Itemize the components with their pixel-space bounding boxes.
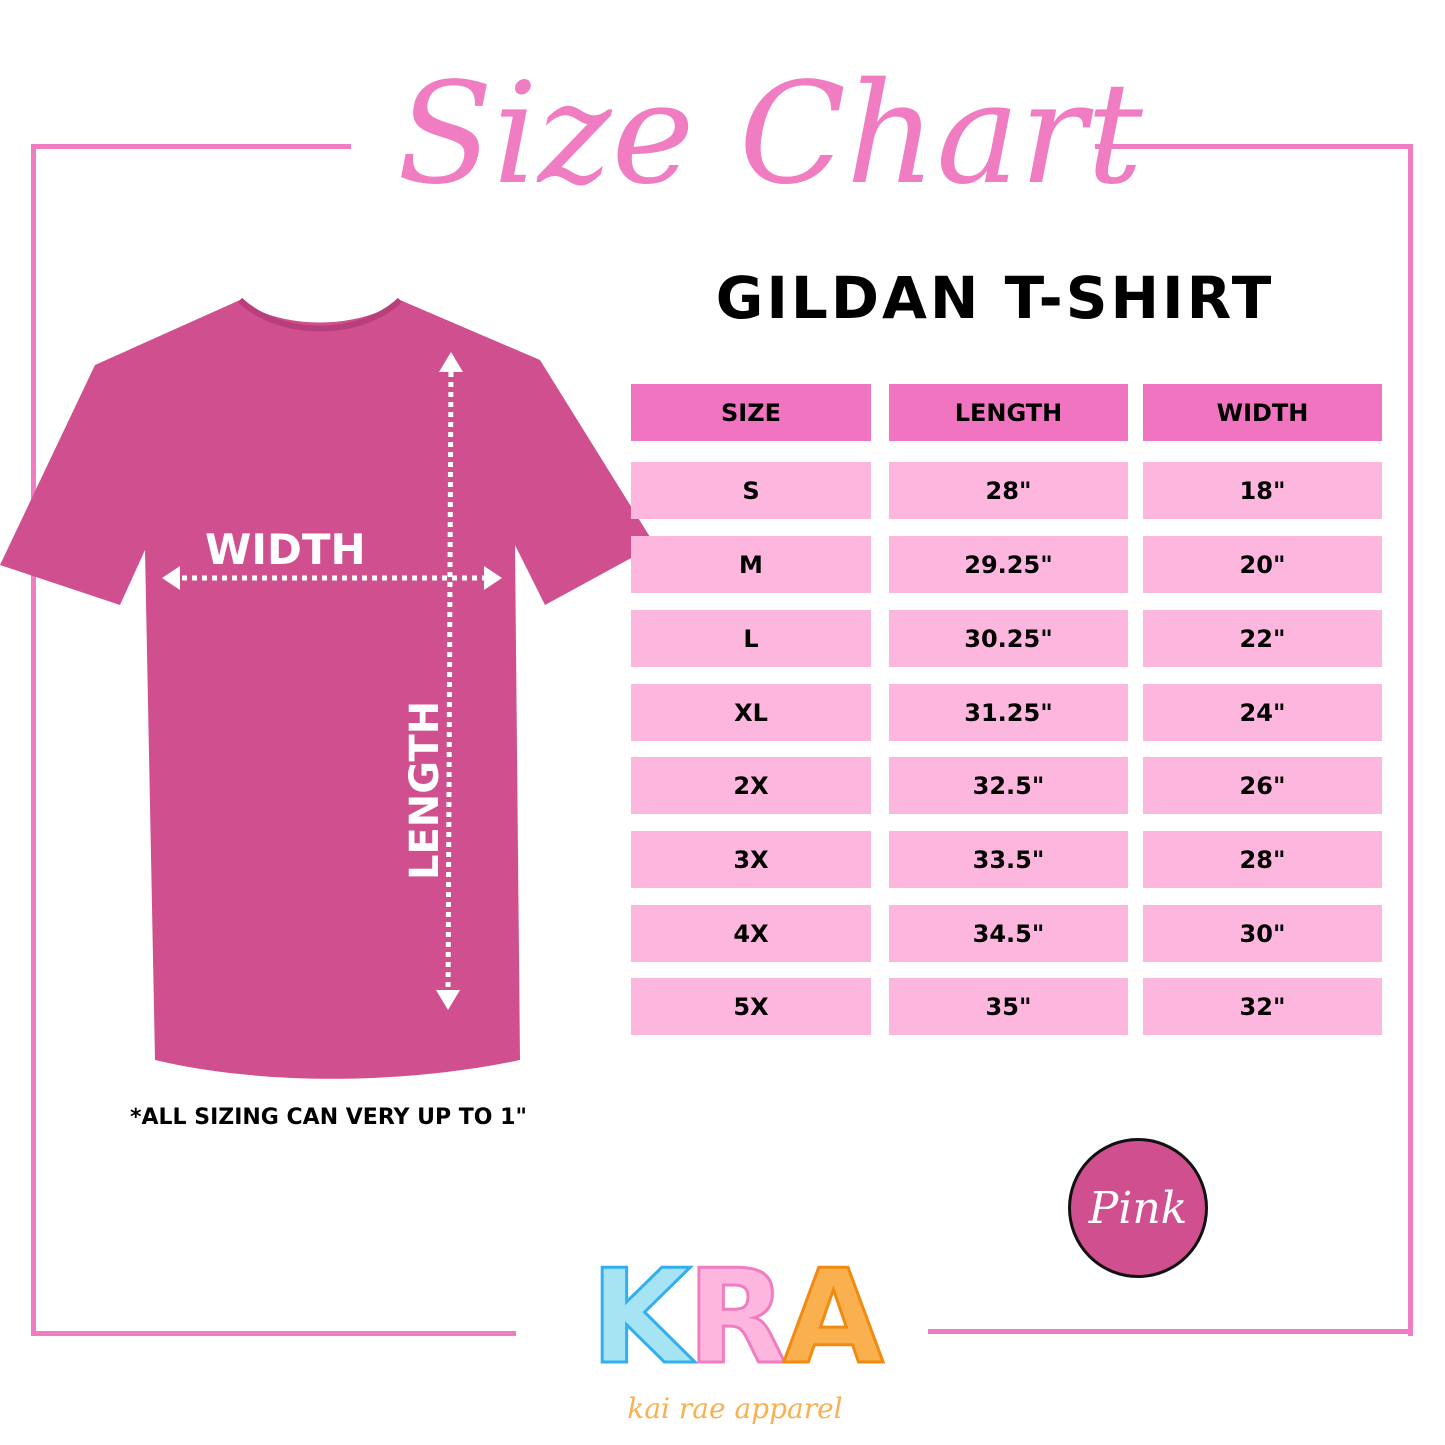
logo-letter-a: A [782, 1241, 886, 1393]
cell-width: 24" [1143, 684, 1382, 741]
brand-logo: K R A kai rae apparel [565, 1241, 905, 1445]
product-subtitle: GILDAN T-SHIRT [715, 264, 1275, 332]
header-width: WIDTH [1143, 384, 1382, 441]
cell-width: 32" [1143, 978, 1382, 1035]
logo-letter-r: R [685, 1241, 788, 1393]
frame-bottom-left [31, 1331, 516, 1336]
frame-bottom-right [928, 1329, 1413, 1334]
cell-length: 29.25" [889, 536, 1128, 593]
length-arrow-bottom-head [436, 990, 460, 1010]
header-length: LENGTH [889, 384, 1128, 441]
cell-length: 30.25" [889, 610, 1128, 667]
cell-width: 26" [1143, 757, 1382, 814]
cell-size: S [631, 462, 871, 519]
cell-length: 33.5" [889, 831, 1128, 888]
cell-size: 5X [631, 978, 871, 1035]
cell-size: L [631, 610, 871, 667]
length-arrow-top-head [439, 352, 463, 372]
cell-size: 4X [631, 905, 871, 962]
header-size: SIZE [631, 384, 871, 441]
frame-top-right [1095, 144, 1413, 149]
cell-width: 30" [1143, 905, 1382, 962]
cell-width: 28" [1143, 831, 1382, 888]
cell-size: 2X [631, 757, 871, 814]
cell-length: 32.5" [889, 757, 1128, 814]
width-arrow-left-head [162, 566, 180, 590]
tshirt-body [0, 300, 655, 1079]
color-badge-label: Pink [1088, 1182, 1188, 1234]
cell-size: XL [631, 684, 871, 741]
cell-length: 34.5" [889, 905, 1128, 962]
cell-width: 20" [1143, 536, 1382, 593]
cell-width: 18" [1143, 462, 1382, 519]
color-badge: Pink [1068, 1138, 1208, 1278]
sizing-note: *ALL SIZING CAN VERY UP TO 1" [130, 1105, 527, 1130]
frame-left [31, 144, 36, 1336]
cell-width: 22" [1143, 610, 1382, 667]
page-title: Size Chart [397, 53, 1143, 216]
frame-top-left [33, 144, 351, 149]
tshirt-collar [237, 297, 403, 332]
logo-tagline: kai rae apparel [627, 1392, 843, 1425]
length-label: LENGTH [402, 701, 448, 880]
cell-size: 3X [631, 831, 871, 888]
cell-length: 31.25" [889, 684, 1128, 741]
width-label: WIDTH [205, 525, 366, 574]
length-arrow [445, 361, 454, 1001]
width-arrow-right-head [484, 566, 502, 590]
cell-size: M [631, 536, 871, 593]
frame-right [1408, 144, 1413, 1336]
cell-length: 35" [889, 978, 1128, 1035]
cell-length: 28" [889, 462, 1128, 519]
logo-letter-k: K [589, 1241, 693, 1393]
tshirt-illustration: WIDTH LENGTH [0, 297, 655, 1079]
